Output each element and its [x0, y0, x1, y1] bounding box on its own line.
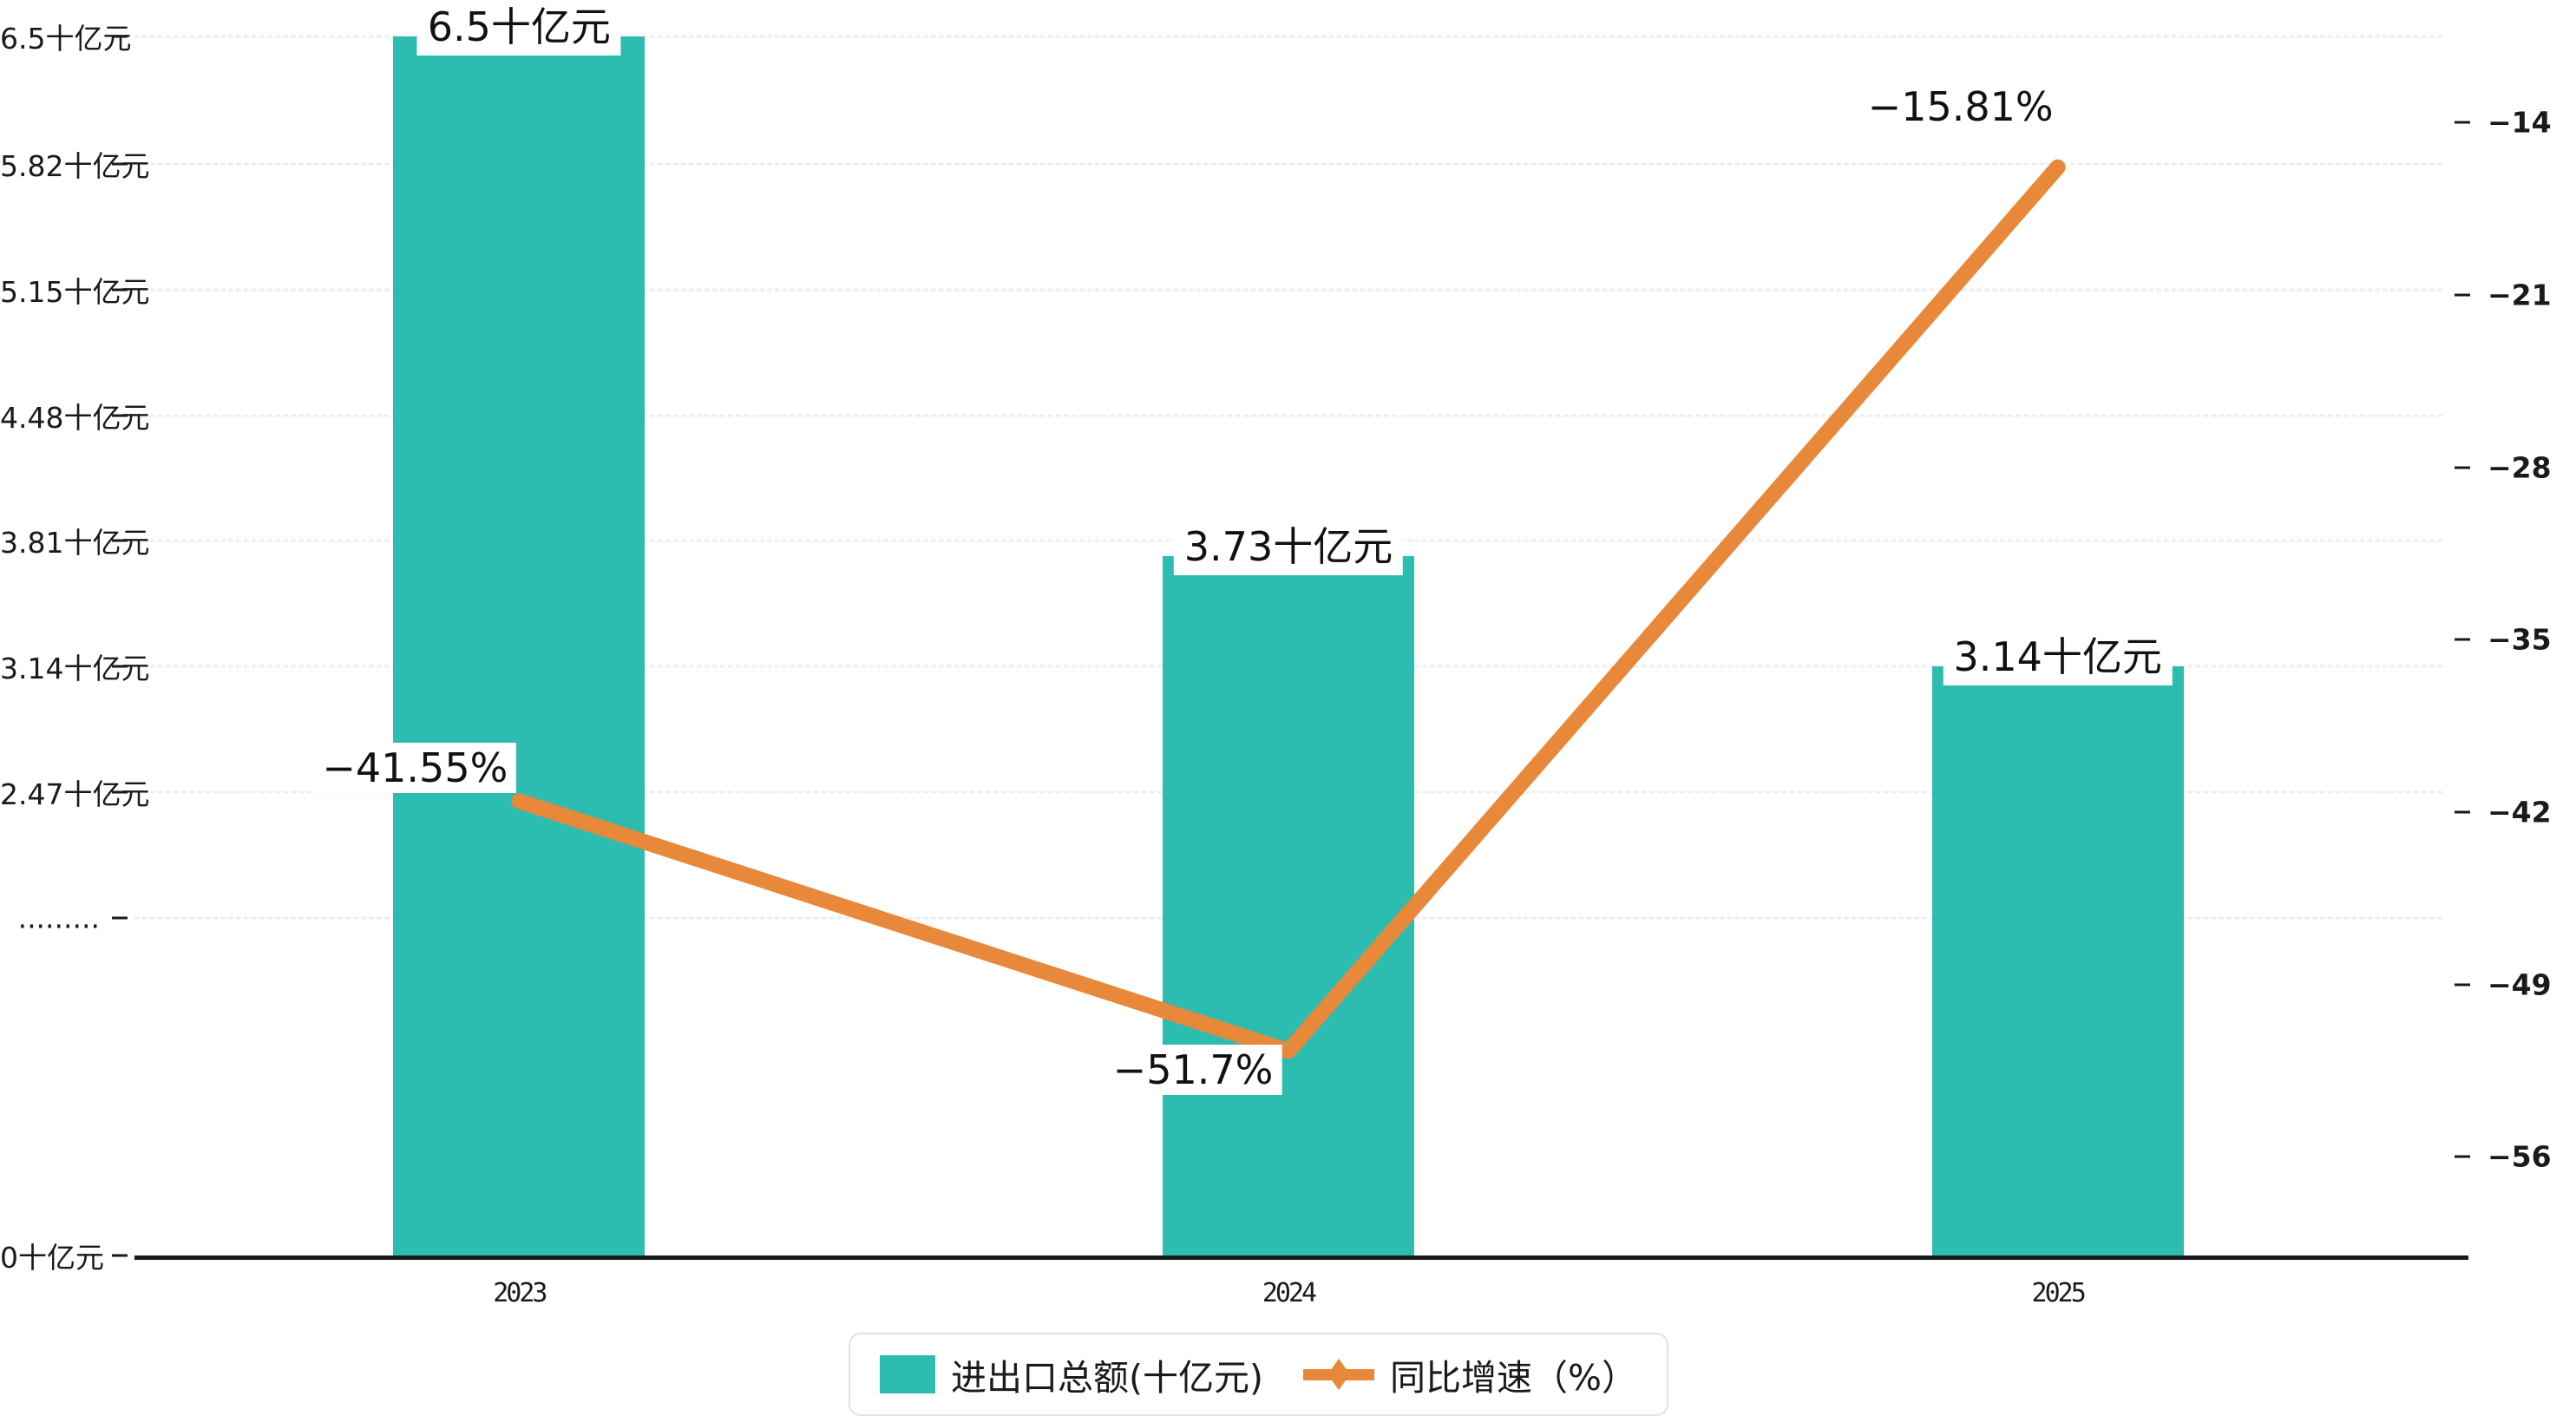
y-axis-tick-mark-left — [112, 35, 128, 38]
legend-swatch-line — [1303, 1355, 1374, 1393]
y-axis-tick-label-right: −35 — [2488, 622, 2552, 657]
y-axis-tick-label-left: 2.47十亿元 — [0, 777, 150, 812]
legend-diamond-marker-icon — [1327, 1359, 1350, 1390]
y-axis-tick-label-left: 3.81十亿元 — [0, 526, 150, 560]
bar-data-label: 3.73十亿元 — [1173, 519, 1404, 575]
y-axis-tick-mark-left — [112, 288, 128, 292]
y-axis-tick-label-left: 0十亿元 — [0, 1241, 104, 1275]
y-axis-tick-label-left: 6.5十亿元 — [0, 22, 132, 56]
y-axis-tick-label-left: 3.14十亿元 — [0, 652, 150, 686]
bar-data-label: 3.14十亿元 — [1943, 630, 2173, 686]
bar-2024 — [1163, 555, 1414, 1255]
y-axis-tick-label-right: −21 — [2488, 278, 2552, 312]
legend-item-1[interactable]: 进出口总额(十亿元) — [880, 1348, 1263, 1400]
y-axis-tick-label-left: ......... — [17, 901, 100, 935]
y-axis-tick-mark-left — [112, 414, 128, 417]
y-axis-tick-mark-left — [112, 790, 128, 794]
y-axis-tick-mark-left — [112, 916, 128, 920]
legend-item-2[interactable]: 同比增速（%） — [1303, 1348, 1637, 1400]
bar-data-label: 6.5十亿元 — [416, 0, 621, 56]
bar-2023 — [393, 36, 646, 1255]
line-data-label: −41.55% — [313, 743, 517, 794]
y-axis-tick-mark-right — [2455, 638, 2470, 641]
gridline — [134, 35, 2442, 38]
legend-label: 同比增速（%） — [1390, 1357, 1637, 1399]
y-axis-tick-mark-left — [112, 162, 128, 166]
y-axis-tick-mark-right — [2455, 121, 2470, 124]
x-axis-line — [134, 1255, 2468, 1260]
x-axis-tick-label: 2025 — [2031, 1278, 2087, 1308]
x-axis-tick-label: 2023 — [493, 1278, 547, 1308]
y-axis-tick-label-right: −56 — [2488, 1139, 2552, 1174]
y-axis-tick-mark-right — [2455, 466, 2470, 469]
y-axis-tick-mark-right — [2455, 1155, 2470, 1158]
y-axis-tick-label-right: −49 — [2488, 967, 2552, 1002]
y-axis-tick-label-right: −42 — [2488, 795, 2552, 829]
x-axis-tick-label: 2024 — [1262, 1278, 1317, 1308]
y-axis-tick-label-left: 5.15十亿元 — [0, 274, 150, 309]
line-data-label: −15.81% — [1858, 81, 2062, 132]
y-axis-tick-mark-left — [112, 539, 128, 542]
line-data-label: −51.7% — [1104, 1045, 1282, 1096]
y-axis-tick-mark-right — [2455, 810, 2470, 814]
bar-2025 — [1931, 666, 2184, 1255]
chart-legend: 进出口总额(十亿元) 同比增速（%） — [849, 1333, 1668, 1416]
legend-label: 进出口总额(十亿元) — [951, 1357, 1263, 1399]
y-axis-tick-label-left: 4.48十亿元 — [0, 400, 150, 435]
y-axis-tick-mark-left — [112, 665, 128, 668]
y-axis-tick-mark-right — [2455, 293, 2470, 297]
y-axis-tick-mark-right — [2455, 983, 2470, 987]
legend-swatch-bar — [880, 1355, 935, 1393]
y-axis-tick-label-left: 5.82十亿元 — [0, 148, 150, 183]
y-axis-tick-mark-left — [112, 1254, 128, 1257]
y-axis-tick-label-right: −28 — [2488, 450, 2552, 485]
y-axis-tick-label-right: −14 — [2488, 105, 2552, 140]
